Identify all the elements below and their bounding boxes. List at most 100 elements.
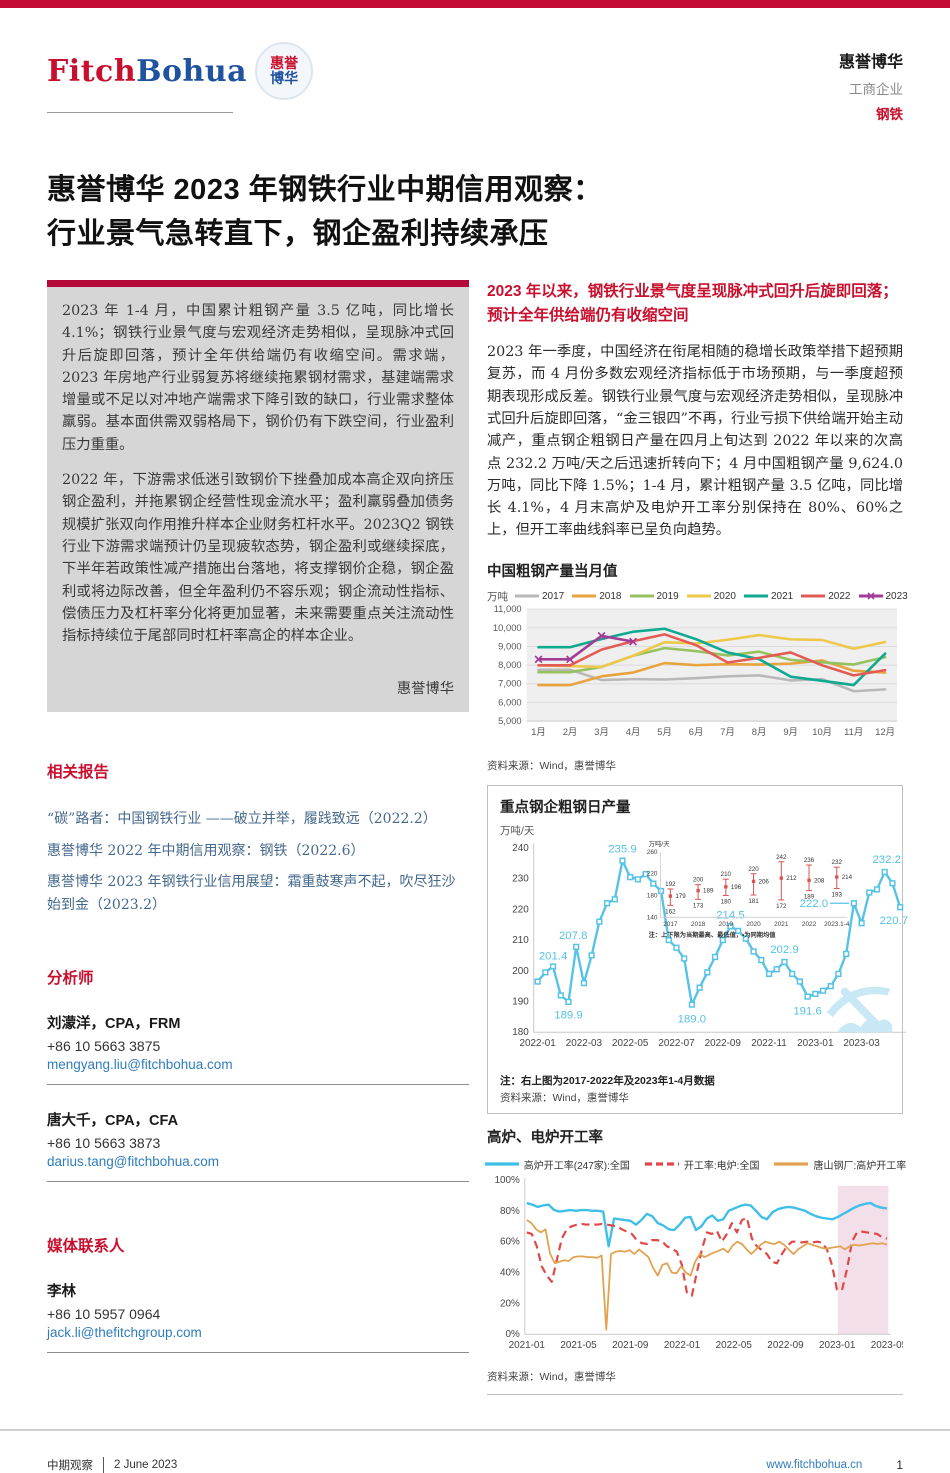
related-reports-list: “碳”路者：中国钢铁行业 ——破立并举，履践致远（2022.2） 惠誉博华 20… (47, 808, 469, 916)
analyst-email-link[interactable]: darius.tang@fitchbohua.com (47, 1154, 220, 1170)
summary-box-red-bar (47, 280, 469, 287)
svg-text:2022: 2022 (802, 921, 817, 928)
analysts-heading: 分析师 (47, 970, 94, 988)
svg-text:2021-05: 2021-05 (560, 1340, 597, 1351)
report-link-2[interactable]: 惠誉博华 2022 年中期信用观察：钢铁（2022.6） (47, 842, 365, 859)
footer-url-link[interactable]: www.fitchbohua.cn (766, 1458, 863, 1471)
svg-text:8月: 8月 (752, 726, 767, 737)
chart-monthly-crude-steel-output: 中国粗钢产量当月值 万吨 2017 2018 2019 2020 2021 2022 202… (487, 560, 908, 773)
header-sector: 工商企业 (849, 82, 903, 97)
chart2-title: 重点钢企粗钢日产量 (500, 798, 631, 816)
section-heading-red: 2023 年以来，钢铁行业景气度呈现脉冲式回升后旋即回落；预计全年供给端仍有收缩… (487, 283, 898, 325)
chart1-unit-label: 万吨 (487, 590, 508, 603)
svg-text:2020: 2020 (746, 921, 761, 928)
svg-text:10,000: 10,000 (493, 621, 522, 632)
svg-text:208: 208 (814, 877, 825, 884)
svg-text:201.4: 201.4 (539, 950, 567, 962)
svg-text:11月: 11月 (844, 726, 863, 737)
chart3-plot: 0% 20% 40% 60% 80% 100% 2021-01 2021-05 2021-09 2… (495, 1175, 908, 1351)
svg-text:2023-03: 2023-03 (843, 1038, 880, 1049)
media-contact-phone: +86 10 5957 0964 (47, 1306, 161, 1323)
summary-signature: 惠誉博华 (396, 681, 454, 698)
svg-text:232: 232 (832, 859, 843, 866)
svg-text:200: 200 (512, 965, 529, 976)
legend-item-唐山钢厂:高炉开工率: 唐山钢厂:高炉开工率 (774, 1160, 907, 1172)
svg-text:2018: 2018 (691, 921, 706, 928)
svg-text:180: 180 (647, 892, 658, 899)
svg-text:220: 220 (748, 865, 759, 872)
chart3-title: 高炉、电炉开工率 (487, 1128, 603, 1146)
svg-text:2022-09: 2022-09 (767, 1340, 804, 1351)
legend-item-2023: 2023 (858, 591, 908, 602)
svg-text:206: 206 (759, 878, 770, 885)
svg-text:4月: 4月 (626, 726, 641, 737)
report-link-1[interactable]: “碳”路者：中国钢铁行业 ——破立并举，履践致远（2022.2） (47, 811, 437, 828)
svg-text:9月: 9月 (783, 726, 798, 737)
svg-text:180: 180 (512, 1027, 529, 1038)
svg-text:220: 220 (647, 870, 658, 877)
svg-text:2019: 2019 (719, 921, 734, 928)
svg-text:220.7: 220.7 (880, 915, 908, 927)
svg-text:210: 210 (721, 871, 732, 878)
footer-doc-type: 中期观察 (47, 1459, 93, 1472)
analyst-phone: +86 10 5663 3873 (47, 1135, 161, 1152)
svg-text:注：上下限为当期最高、最低值，•为同期均值: 注：上下限为当期最高、最低值，•为同期均值 (649, 931, 777, 939)
legend-item-高炉开工率(247家):全国: 高炉开工率(247家):全国 (484, 1160, 630, 1172)
svg-text:2022-01: 2022-01 (664, 1340, 701, 1351)
svg-text:189.0: 189.0 (678, 1013, 706, 1025)
svg-text:220: 220 (512, 904, 529, 915)
svg-text:2022-03: 2022-03 (566, 1038, 603, 1049)
svg-text:40%: 40% (500, 1267, 520, 1278)
svg-text:189: 189 (703, 887, 714, 894)
svg-text:3月: 3月 (594, 726, 609, 737)
svg-text:240: 240 (512, 843, 529, 854)
top-red-bar (0, 0, 950, 8)
analyst-email-link[interactable]: mengyang.liu@fitchbohua.com (47, 1057, 233, 1073)
summary-paragraph-2: 2022 年，下游需求低迷引致钢价下挫叠加成本高企双向挤压钢企盈利，并拖累钢企经… (62, 472, 454, 645)
media-contact-heading: 媒体联系人 (47, 1238, 125, 1256)
svg-text:202.9: 202.9 (770, 944, 798, 956)
svg-text:2023-01: 2023-01 (797, 1038, 834, 1049)
header-org: 惠誉博华 (838, 54, 903, 71)
svg-text:212: 212 (786, 875, 797, 882)
svg-text:189.9: 189.9 (554, 1009, 582, 1021)
chart2-plot: 180 190 200 210 220 230 240 2022-01 2022-03 2022-… (512, 839, 908, 1049)
svg-text:2023-05: 2023-05 (871, 1340, 903, 1351)
legend-item-2018: 2018 (572, 590, 622, 602)
svg-text:20%: 20% (500, 1298, 520, 1309)
svg-text:5,000: 5,000 (498, 715, 522, 726)
svg-text:140: 140 (647, 914, 658, 921)
svg-text:214.5: 214.5 (716, 909, 744, 921)
svg-text:7,000: 7,000 (498, 677, 522, 688)
logo-seal-icon: 惠誉 博华 (255, 42, 314, 100)
page-header: FitchBohua 惠誉 博华 惠誉博华 工商企业 钢铁 (47, 42, 903, 123)
svg-text:260: 260 (647, 849, 658, 856)
media-contact-email-link[interactable]: jack.li@thefitchgroup.com (47, 1325, 202, 1341)
svg-text:200: 200 (693, 876, 704, 883)
svg-text:242: 242 (776, 853, 787, 860)
svg-text:1月: 1月 (531, 726, 546, 737)
legend-item-2020: 2020 (686, 590, 736, 602)
chart2-unit-label: 万吨/天 (500, 824, 535, 837)
chart1-title: 中国粗钢产量当月值 (487, 562, 618, 580)
page-title-line1: 惠誉博华 2023 年钢铁行业中期信用观察： (47, 174, 603, 206)
logo-underline (47, 112, 233, 113)
svg-text:2023-01: 2023-01 (819, 1340, 856, 1351)
svg-text:8,000: 8,000 (498, 659, 522, 670)
svg-text:179: 179 (675, 893, 686, 900)
report-link-3[interactable]: 惠誉博华 2023 年钢铁行业信用展望：霜重鼓寒声不起，吹尽狂沙始到金（2023… (47, 874, 456, 913)
svg-text:180: 180 (721, 898, 732, 905)
chart2-source: 资料来源：Wind，惠誉博华 (500, 1091, 629, 1104)
svg-text:5月: 5月 (657, 726, 672, 737)
svg-text:173: 173 (693, 902, 704, 909)
svg-text:7月: 7月 (720, 726, 735, 737)
chart-furnace-operating-rate: 高炉、电炉开工率 高炉开工率(247家):全国 开工率:电炉:全国 唐山钢厂:高炉开… (484, 1124, 908, 1395)
svg-text:2022-09: 2022-09 (705, 1038, 742, 1049)
svg-text:189: 189 (804, 893, 815, 900)
analyst-name: 刘濛洋，CPA，FRM (47, 1016, 181, 1033)
fitchbohua-logo: FitchBohua 惠誉 博华 (47, 42, 314, 100)
svg-text:192: 192 (665, 881, 676, 888)
legend-item-2021: 2021 (744, 590, 794, 602)
page-footer: 中期观察 2 June 2023 www.fitchbohua.cn 1 (0, 1431, 950, 1473)
svg-text:196: 196 (731, 884, 742, 891)
